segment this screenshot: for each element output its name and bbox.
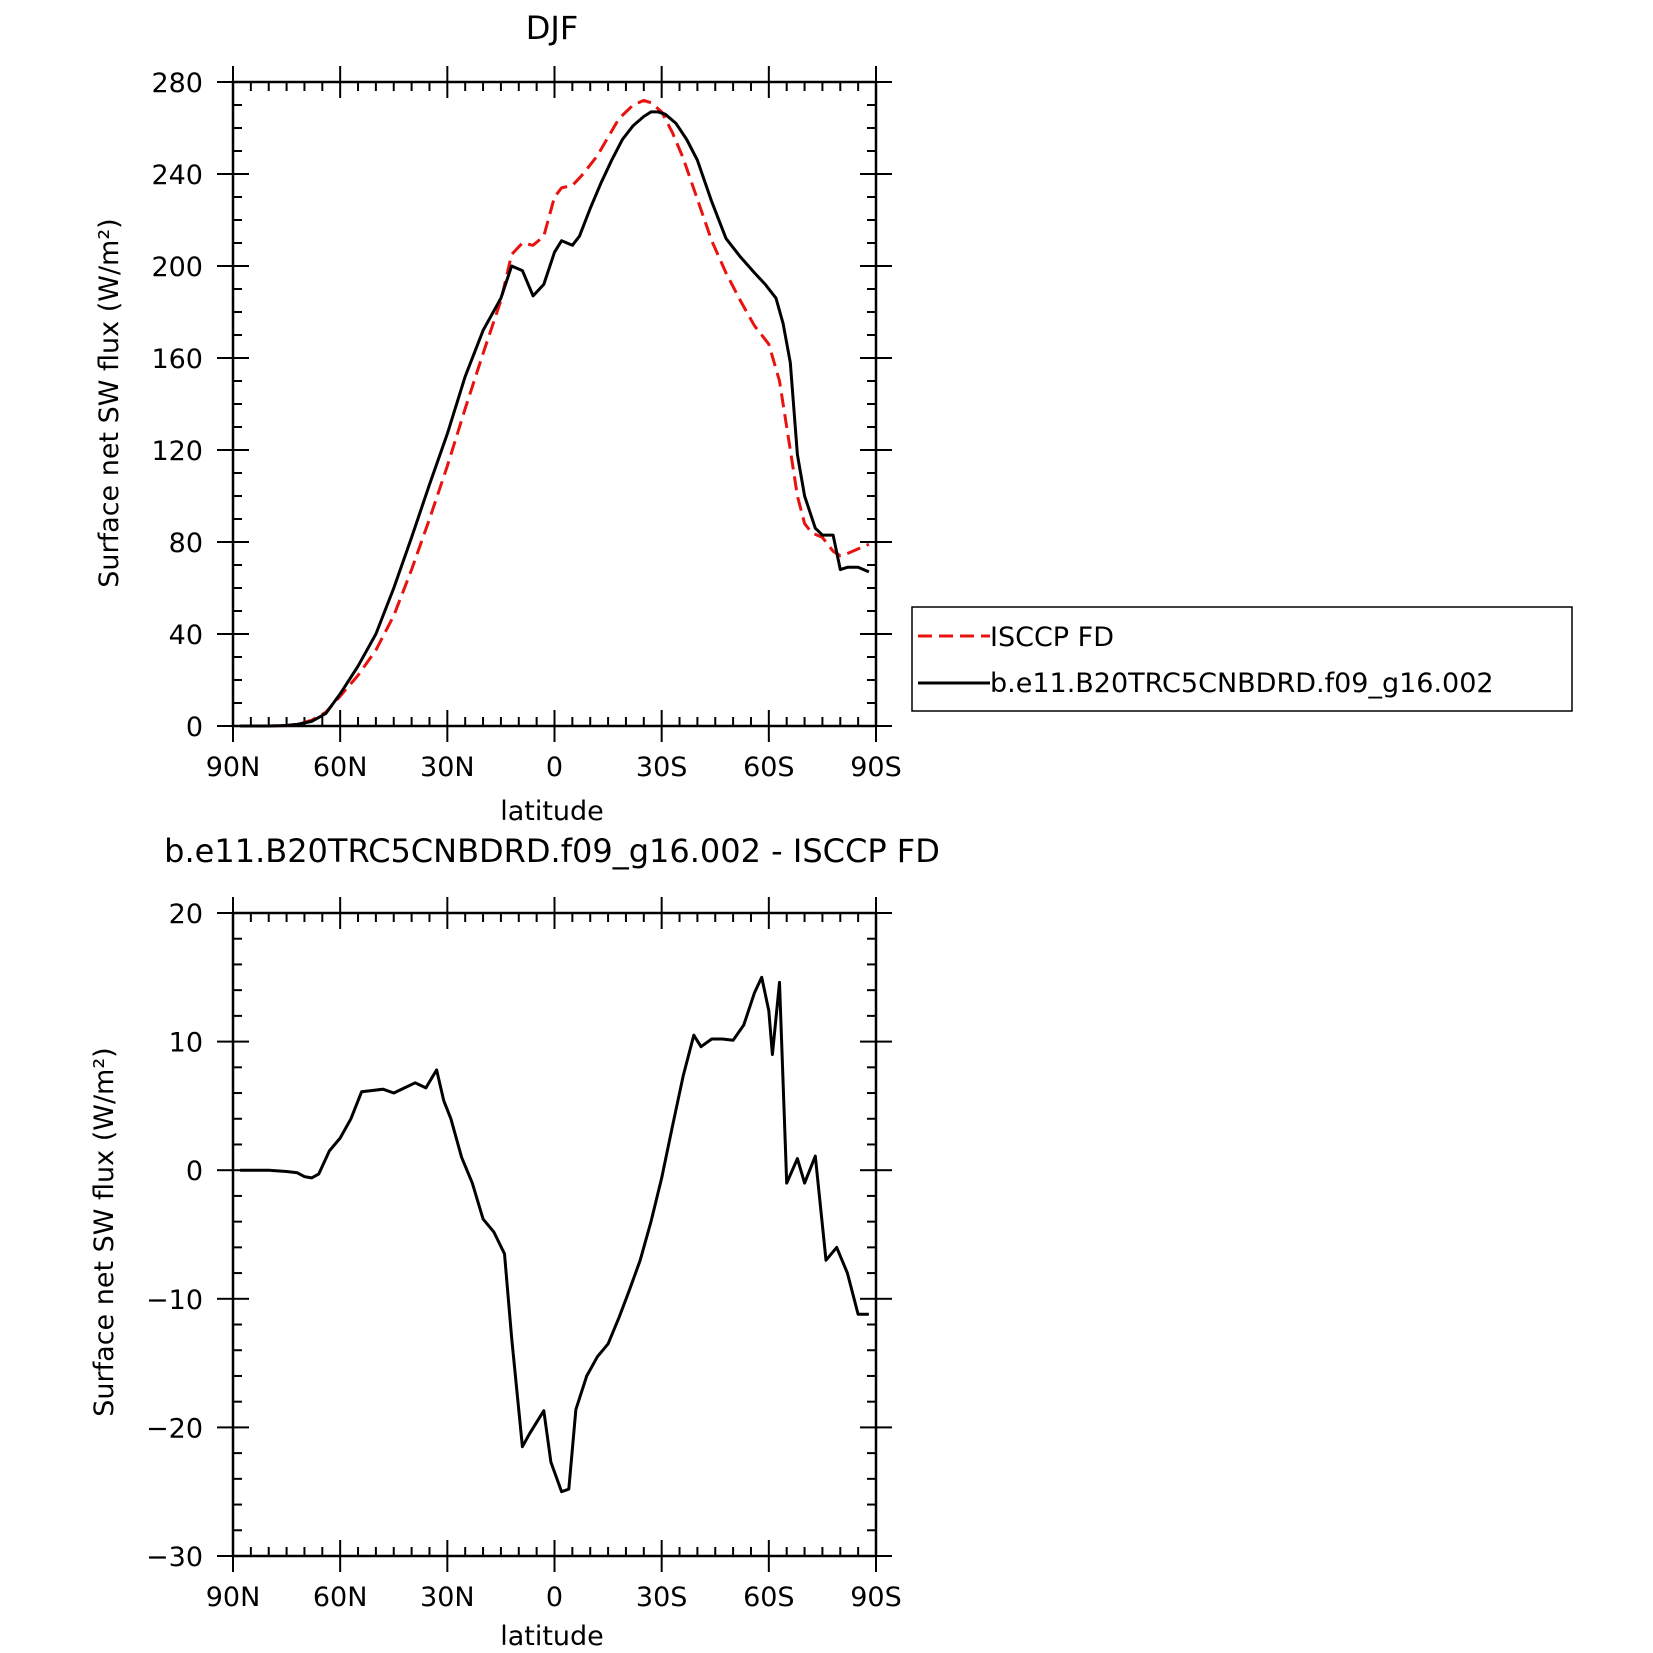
bottom-x-tick-label: 90N: [206, 1582, 261, 1613]
top-x-tick-label: 90N: [206, 752, 261, 783]
bottom-y-tick-label: −30: [146, 1542, 203, 1573]
bottom-panel: b.e11.B20TRC5CNBDRD.f09_g16.002 - ISCCP …: [89, 832, 940, 1652]
bottom-series-model-line: [240, 975, 869, 1494]
bottom-y-tick-label: −10: [146, 1285, 203, 1316]
bottom-y-tick-label: −20: [146, 1413, 203, 1444]
bottom-y-axis-title: Surface net SW flux (W/m²): [89, 1047, 120, 1416]
legend-box: [911, 606, 1573, 712]
bottom-x-tick-label: 30S: [636, 1582, 688, 1613]
bottom-y-tick-label: 10: [169, 1028, 203, 1059]
bottom-x-tick-label: 90S: [850, 1582, 902, 1613]
top-y-tick-label: 280: [151, 68, 203, 99]
legend: ISCCP FD b.e11.B20TRC5CNBDRD.f09_g16.002: [911, 606, 1573, 712]
top-plot-area: 90N 60N 30N 0 30S 60S 90S 0 40 80 120 160 200 240 280: [151, 66, 902, 783]
top-series-isccp-line: [240, 98, 870, 728]
bottom-y-tick-label: 0: [186, 1156, 203, 1187]
top-x-axis-title: latitude: [500, 796, 604, 827]
bottom-x-tick-label: 30N: [420, 1582, 475, 1613]
bottom-x-tick-label: 60S: [743, 1582, 795, 1613]
top-x-tick-label: 60N: [313, 752, 368, 783]
top-panel-title: DJF: [526, 9, 578, 47]
top-series-model-line: [240, 110, 870, 728]
bottom-plot-area: 90N 60N 30N 0 30S 60S 90S −30 −20 −10 0 10 20: [146, 897, 902, 1613]
top-panel: DJF 90N 60N 30N 0 30S 60S 90S 0 40 80 120 160 200 240…: [94, 9, 902, 827]
top-y-tick-label: 200: [151, 252, 203, 283]
top-x-tick-label: 60S: [743, 752, 795, 783]
bottom-x-tick-label: 60N: [313, 1582, 368, 1613]
top-x-tick-label: 0: [546, 752, 563, 783]
top-y-tick-label: 120: [151, 436, 203, 467]
top-x-tick-label: 90S: [850, 752, 902, 783]
bottom-x-axis-title: latitude: [500, 1621, 604, 1652]
top-x-tick-label: 30N: [420, 752, 475, 783]
top-y-tick-label: 240: [151, 160, 203, 191]
bottom-x-tick-label: 0: [546, 1582, 563, 1613]
top-plot-frame: [231, 80, 878, 728]
legend-label-isccp: ISCCP FD: [990, 622, 1114, 653]
bottom-panel-title: b.e11.B20TRC5CNBDRD.f09_g16.002 - ISCCP …: [164, 832, 940, 870]
top-y-axis-title: Surface net SW flux (W/m²): [94, 218, 125, 587]
top-y-tick-label: 0: [186, 712, 203, 743]
top-y-tick-label: 80: [169, 528, 203, 559]
top-y-tick-label: 160: [151, 344, 203, 375]
top-y-tick-label: 40: [169, 620, 203, 651]
bottom-y-tick-label: 20: [169, 899, 203, 930]
top-x-tick-label: 30S: [636, 752, 688, 783]
legend-label-model: b.e11.B20TRC5CNBDRD.f09_g16.002: [990, 668, 1494, 699]
